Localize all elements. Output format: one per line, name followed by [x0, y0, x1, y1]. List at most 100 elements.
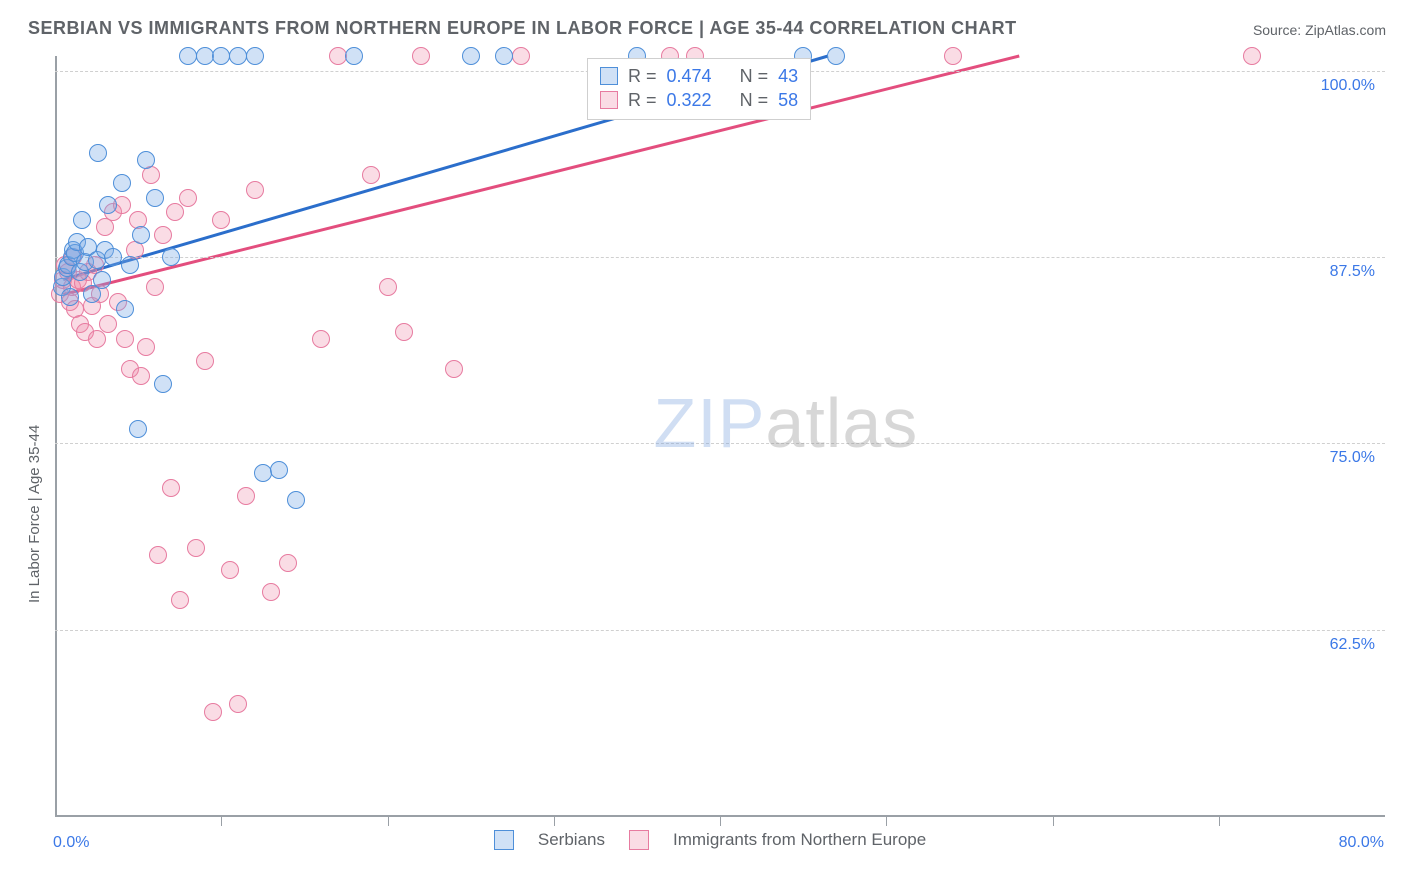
n-label: N =	[740, 64, 769, 88]
x-tick	[221, 816, 222, 826]
immigrant-point	[88, 330, 106, 348]
serbian-point	[99, 196, 117, 214]
serbian-point	[287, 491, 305, 509]
x-tick	[388, 816, 389, 826]
immigrant-point	[166, 203, 184, 221]
x-tick	[720, 816, 721, 826]
x-tick	[1053, 816, 1054, 826]
serbian-point	[116, 300, 134, 318]
immigrant-r-value: 0.322	[667, 88, 712, 112]
serbian-r-value: 0.474	[667, 64, 712, 88]
immigrant-point	[221, 561, 239, 579]
serbian-point	[146, 189, 164, 207]
serbian-point	[154, 375, 172, 393]
immigrant-point	[246, 181, 264, 199]
serbian-n-value: 43	[778, 64, 798, 88]
serbian-point	[196, 47, 214, 65]
stats-row-immigrant: R = 0.322 N = 58	[600, 88, 798, 112]
r-label: R =	[628, 88, 657, 112]
immigrant-point	[99, 315, 117, 333]
immigrant-point	[379, 278, 397, 296]
immigrant-point	[445, 360, 463, 378]
immigrant-point	[154, 226, 172, 244]
serbian-point	[162, 248, 180, 266]
legend: Serbians Immigrants from Northern Europe	[494, 830, 926, 850]
chart-title: SERBIAN VS IMMIGRANTS FROM NORTHERN EURO…	[28, 18, 1017, 39]
immigrant-point	[132, 367, 150, 385]
serbian-point	[229, 47, 247, 65]
source-attribution: Source: ZipAtlas.com	[1253, 22, 1386, 38]
serbian-point	[93, 271, 111, 289]
immigrant-point	[196, 352, 214, 370]
serbian-point	[827, 47, 845, 65]
x-axis-min-label: 0.0%	[53, 834, 89, 852]
serbian-swatch	[600, 67, 618, 85]
grid-line	[55, 630, 1385, 631]
serbian-point	[462, 47, 480, 65]
legend-serbian-label: Serbians	[538, 830, 605, 850]
x-tick	[554, 816, 555, 826]
legend-immigrant-swatch	[629, 830, 649, 850]
r-label: R =	[628, 64, 657, 88]
immigrant-point	[137, 338, 155, 356]
immigrant-point	[262, 583, 280, 601]
x-axis-max-label: 80.0%	[1339, 834, 1384, 852]
immigrant-point	[204, 703, 222, 721]
y-tick-label: 62.5%	[1315, 636, 1375, 654]
serbian-point	[104, 248, 122, 266]
immigrant-n-value: 58	[778, 88, 798, 112]
immigrant-point	[116, 330, 134, 348]
immigrant-point	[362, 166, 380, 184]
y-tick-label: 100.0%	[1315, 77, 1375, 95]
trend-lines-layer	[55, 56, 1385, 816]
immigrant-point	[237, 487, 255, 505]
serbian-point	[345, 47, 363, 65]
immigrant-point	[512, 47, 530, 65]
grid-line	[55, 443, 1385, 444]
serbian-point	[137, 151, 155, 169]
trend-line	[63, 56, 1019, 294]
y-axis-title: In Labor Force | Age 35-44	[26, 425, 43, 603]
stats-row-serbian: R = 0.474 N = 43	[600, 64, 798, 88]
serbian-point	[89, 144, 107, 162]
immigrant-point	[312, 330, 330, 348]
serbian-point	[73, 211, 91, 229]
immigrant-point	[212, 211, 230, 229]
immigrant-swatch	[600, 91, 618, 109]
immigrant-point	[187, 539, 205, 557]
y-tick-label: 87.5%	[1315, 263, 1375, 281]
immigrant-point	[1243, 47, 1261, 65]
grid-line	[55, 257, 1385, 258]
correlation-stats-box: R = 0.474 N = 43 R = 0.322 N = 58	[587, 58, 811, 120]
serbian-point	[254, 464, 272, 482]
immigrant-point	[162, 479, 180, 497]
serbian-point	[179, 47, 197, 65]
serbian-point	[212, 47, 230, 65]
immigrant-point	[229, 695, 247, 713]
n-label: N =	[740, 88, 769, 112]
immigrant-point	[171, 591, 189, 609]
immigrant-point	[149, 546, 167, 564]
serbian-point	[132, 226, 150, 244]
immigrant-point	[179, 189, 197, 207]
plot-area	[55, 56, 1385, 816]
serbian-point	[83, 285, 101, 303]
immigrant-point	[146, 278, 164, 296]
legend-immigrant-label: Immigrants from Northern Europe	[673, 830, 926, 850]
serbian-point	[61, 288, 79, 306]
immigrant-point	[412, 47, 430, 65]
immigrant-point	[395, 323, 413, 341]
serbian-point	[495, 47, 513, 65]
serbian-point	[129, 420, 147, 438]
immigrant-point	[279, 554, 297, 572]
immigrant-point	[329, 47, 347, 65]
y-tick-label: 75.0%	[1315, 449, 1375, 467]
serbian-point	[113, 174, 131, 192]
serbian-point	[246, 47, 264, 65]
x-tick	[1219, 816, 1220, 826]
immigrant-point	[944, 47, 962, 65]
serbian-point	[270, 461, 288, 479]
x-tick	[886, 816, 887, 826]
serbian-point	[121, 256, 139, 274]
legend-serbian-swatch	[494, 830, 514, 850]
